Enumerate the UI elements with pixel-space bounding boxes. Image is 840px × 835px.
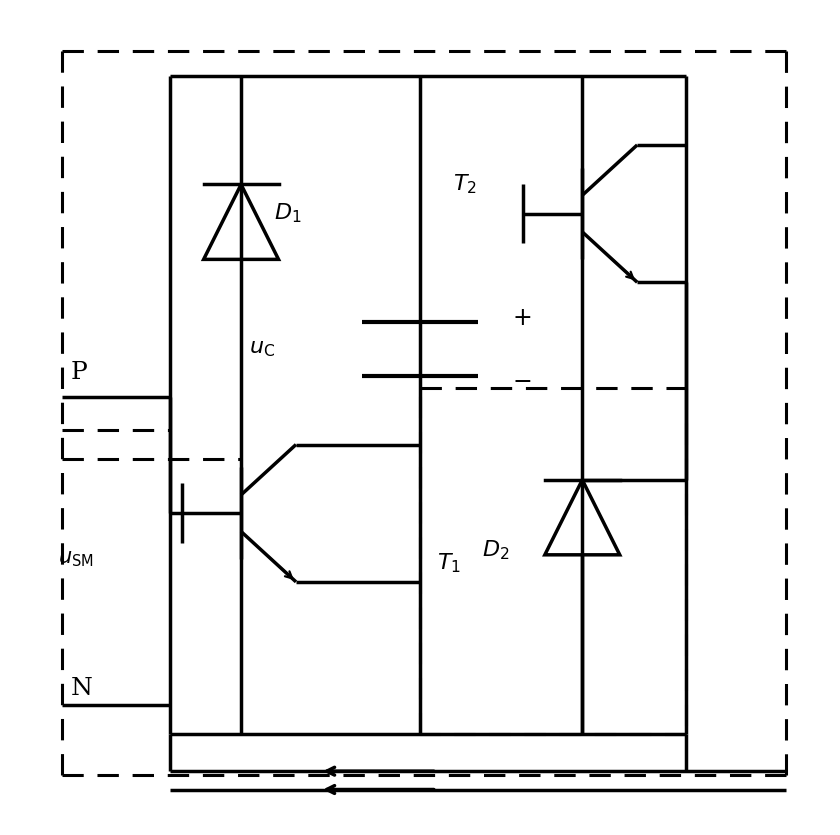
Text: $-$: $-$ [512, 368, 531, 392]
Text: $u_{\mathrm{SM}}$: $u_{\mathrm{SM}}$ [58, 549, 93, 569]
Text: $+$: $+$ [512, 306, 531, 330]
Text: $D_2$: $D_2$ [482, 539, 510, 563]
Text: $T_1$: $T_1$ [437, 551, 460, 575]
Text: $u_{\mathrm{C}}$: $u_{\mathrm{C}}$ [249, 339, 276, 359]
Text: $D_1$: $D_1$ [275, 202, 302, 225]
Text: P: P [71, 362, 87, 384]
Text: N: N [71, 677, 92, 701]
Text: $T_2$: $T_2$ [454, 173, 477, 196]
